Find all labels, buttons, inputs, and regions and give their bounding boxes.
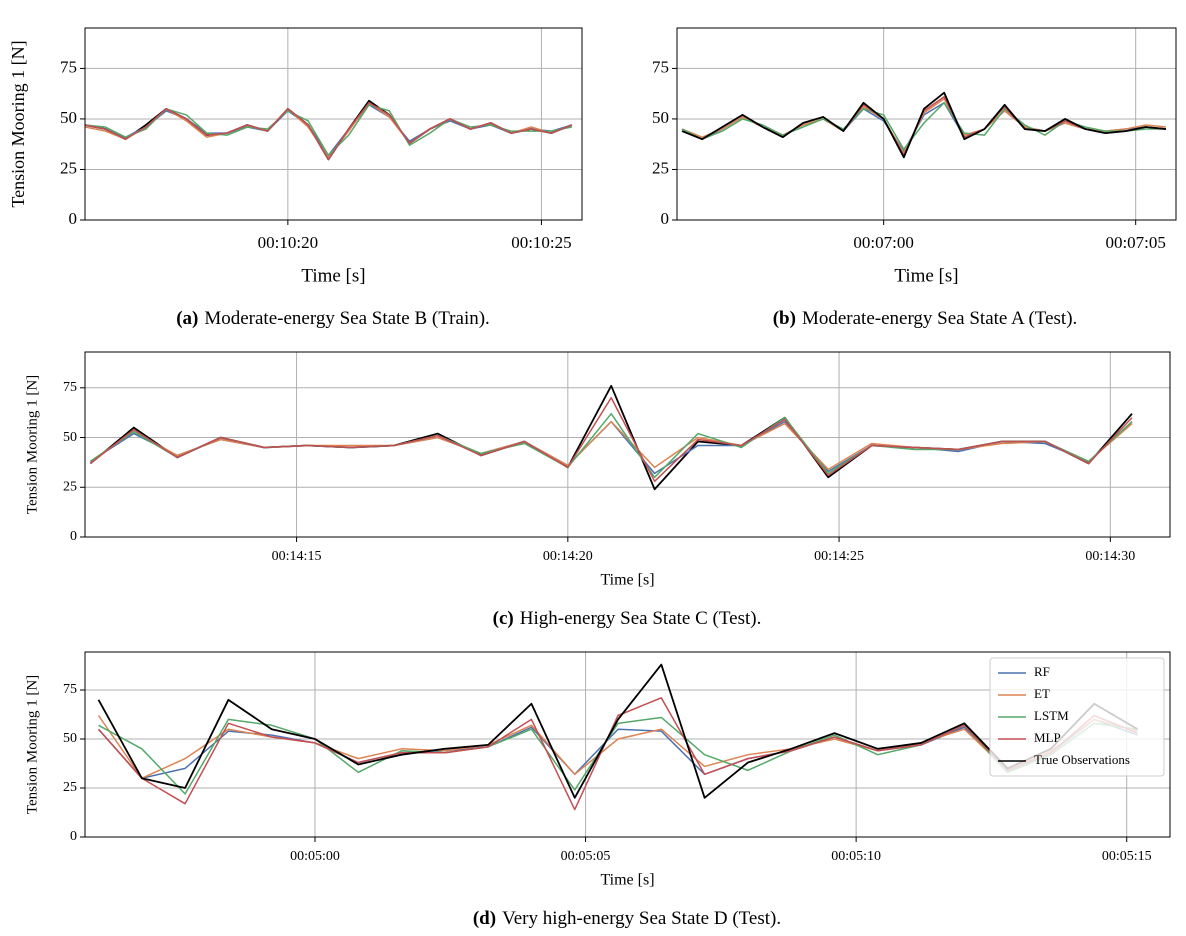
caption-label: (a) [176, 308, 198, 329]
x-tick-label: 00:05:05 [561, 849, 611, 864]
series-line [85, 104, 573, 157]
legend-label: ET [1034, 686, 1050, 701]
series-line [89, 397, 1133, 483]
x-tick-label: 00:14:25 [814, 549, 864, 564]
legend-label: LSTM [1034, 708, 1069, 723]
y-tick-label: 25 [63, 479, 77, 494]
series-line [97, 663, 1138, 799]
y-axis-label: Tension Mooring 1 [N] [24, 675, 40, 814]
x-axis-label: Time [s] [600, 872, 654, 889]
x-tick-label: 00:05:10 [831, 849, 881, 864]
series-line [85, 102, 573, 161]
caption-text: Very high-energy Sea State D (Test). [502, 908, 781, 929]
series-line [681, 91, 1167, 159]
x-axis-label: Time [s] [301, 265, 365, 286]
caption: (b) Moderate-energy Sea State A (Test). [773, 308, 1078, 329]
caption: (a) Moderate-energy Sea State B (Train). [176, 308, 490, 329]
legend-label: True Observations [1034, 752, 1130, 767]
x-tick-label: 00:14:20 [543, 549, 593, 564]
caption-text: High-energy Sea State C (Test). [520, 608, 762, 629]
series-line [97, 715, 1138, 779]
lines [85, 99, 573, 161]
x-tick-label: 00:05:00 [290, 849, 340, 864]
plot-frame [84, 27, 583, 221]
y-tick-label: 75 [652, 57, 669, 76]
y-tick-label: 75 [63, 380, 77, 395]
legend-box [989, 657, 1165, 777]
y-tick-label: 0 [70, 529, 77, 544]
series-line [681, 102, 1166, 151]
series-line [85, 102, 573, 159]
caption-label: (b) [773, 308, 796, 329]
lines [89, 384, 1133, 491]
caption-label: (d) [473, 908, 496, 929]
series-line [681, 95, 1166, 157]
y-tick-label: 50 [60, 108, 77, 127]
plot-frame [676, 27, 1177, 221]
series-line [85, 104, 573, 157]
y-tick-label: 50 [63, 430, 77, 445]
x-tick-label: 00:10:20 [258, 233, 318, 252]
caption-text: Moderate-energy Sea State A (Test). [802, 308, 1077, 329]
x-tick-label: 00:07:05 [1105, 233, 1165, 252]
y-tick-label: 25 [63, 780, 77, 795]
plot-frame [84, 351, 1171, 538]
x-tick-label: 00:10:25 [511, 233, 571, 252]
y-tick-label: 75 [60, 57, 77, 76]
x-axis-label: Time [s] [600, 572, 654, 589]
y-axis-label: Tension Mooring 1 [N] [24, 375, 40, 514]
y-tick-label: 0 [69, 209, 78, 228]
y-tick-label: 0 [661, 209, 670, 228]
x-tick-label: 00:14:30 [1085, 549, 1135, 564]
series-line [97, 718, 1138, 779]
x-tick-label: 00:07:00 [853, 233, 913, 252]
y-tick-label: 75 [63, 682, 77, 697]
y-tick-label: 50 [63, 731, 77, 746]
caption-label: (c) [493, 608, 514, 629]
legend-label: RF [1034, 664, 1050, 679]
series-line [681, 97, 1166, 155]
x-tick-label: 00:14:15 [272, 549, 322, 564]
y-tick-label: 0 [70, 829, 77, 844]
legend-label: MLP [1034, 730, 1061, 745]
series-line [97, 697, 1138, 811]
lines [97, 663, 1138, 811]
y-tick-label: 50 [652, 108, 669, 127]
series-line [85, 99, 573, 161]
caption: (c) High-energy Sea State C (Test). [493, 608, 762, 629]
y-tick-label: 25 [60, 158, 77, 177]
y-tick-label: 25 [652, 158, 669, 177]
lines [681, 91, 1167, 159]
x-tick-label: 00:05:15 [1102, 849, 1152, 864]
x-axis-label: Time [s] [894, 265, 958, 286]
caption-text: Moderate-energy Sea State B (Train). [204, 308, 489, 329]
y-axis-label: Tension Mooring 1 [N] [8, 40, 28, 207]
caption: (d) Very high-energy Sea State D (Test). [473, 908, 781, 929]
plot-frame [84, 651, 1171, 838]
